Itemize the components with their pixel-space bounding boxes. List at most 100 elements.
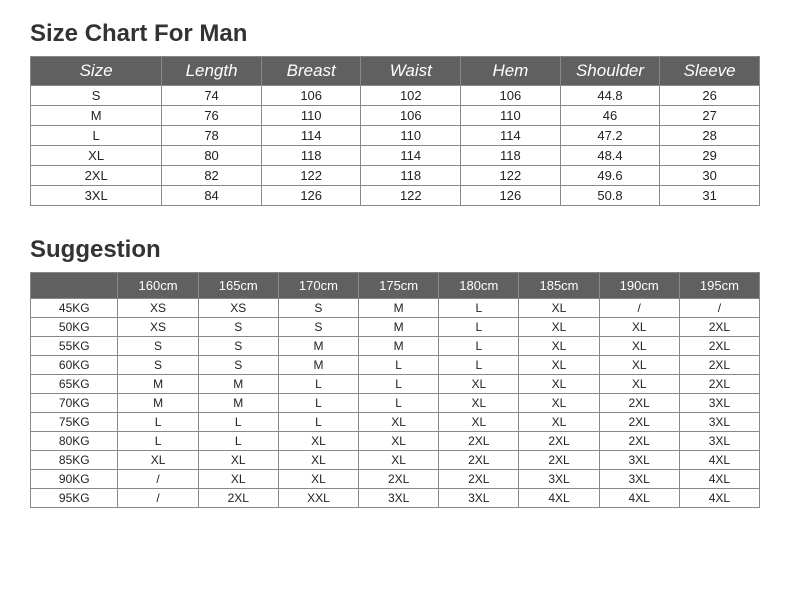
- col-header: 180cm: [439, 273, 519, 299]
- table-cell: 29: [660, 146, 760, 166]
- col-header: Sleeve: [660, 57, 760, 86]
- table-cell: XL: [519, 356, 599, 375]
- col-header: Length: [162, 57, 262, 86]
- table-cell: 2XL: [679, 318, 759, 337]
- table-cell: 3XL: [519, 470, 599, 489]
- table-cell: 3XL: [599, 470, 679, 489]
- table-cell: XL: [359, 413, 439, 432]
- table-row: 55KGSSMMLXLXL2XL: [31, 337, 760, 356]
- table-cell: 49.6: [560, 166, 660, 186]
- col-header: 165cm: [198, 273, 278, 299]
- table-cell: L: [118, 432, 198, 451]
- col-header: Shoulder: [560, 57, 660, 86]
- table-cell: L: [359, 375, 439, 394]
- table-cell: L: [198, 413, 278, 432]
- table-cell: 90KG: [31, 470, 118, 489]
- table-cell: M: [198, 394, 278, 413]
- table-cell: 50.8: [560, 186, 660, 206]
- table-cell: XL: [278, 470, 358, 489]
- table-cell: 55KG: [31, 337, 118, 356]
- table-cell: /: [599, 299, 679, 318]
- table-cell: 110: [261, 106, 361, 126]
- table-cell: M: [118, 375, 198, 394]
- table-cell: 3XL: [31, 186, 162, 206]
- table-cell: L: [31, 126, 162, 146]
- table-row: M761101061104627: [31, 106, 760, 126]
- table-cell: L: [359, 356, 439, 375]
- table-cell: XL: [359, 432, 439, 451]
- table-cell: 118: [261, 146, 361, 166]
- table-cell: 3XL: [439, 489, 519, 508]
- col-header: 170cm: [278, 273, 358, 299]
- table-cell: 45KG: [31, 299, 118, 318]
- table-cell: L: [278, 375, 358, 394]
- table-cell: 28: [660, 126, 760, 146]
- table-cell: 114: [261, 126, 361, 146]
- table-cell: 47.2: [560, 126, 660, 146]
- table-cell: 27: [660, 106, 760, 126]
- table-cell: 126: [461, 186, 561, 206]
- table-cell: 46: [560, 106, 660, 126]
- table-cell: 85KG: [31, 451, 118, 470]
- table-cell: XL: [599, 356, 679, 375]
- table-cell: XL: [519, 299, 599, 318]
- table-cell: 122: [261, 166, 361, 186]
- col-header: [31, 273, 118, 299]
- col-header: 195cm: [679, 273, 759, 299]
- table-cell: M: [359, 318, 439, 337]
- table-cell: 106: [461, 86, 561, 106]
- table-header-row: Size Length Breast Waist Hem Shoulder Sl…: [31, 57, 760, 86]
- table-cell: 4XL: [679, 470, 759, 489]
- table-cell: 80: [162, 146, 262, 166]
- table-cell: L: [278, 394, 358, 413]
- table-cell: XL: [439, 413, 519, 432]
- table-cell: 110: [461, 106, 561, 126]
- table-cell: 2XL: [519, 432, 599, 451]
- table-cell: 4XL: [679, 451, 759, 470]
- table-cell: 75KG: [31, 413, 118, 432]
- table-cell: 118: [461, 146, 561, 166]
- table-cell: 82: [162, 166, 262, 186]
- table-cell: 122: [361, 186, 461, 206]
- table-row: 3XL8412612212650.831: [31, 186, 760, 206]
- table-cell: L: [278, 413, 358, 432]
- table-cell: S: [118, 337, 198, 356]
- table-cell: L: [359, 394, 439, 413]
- table-cell: 4XL: [679, 489, 759, 508]
- table-cell: 122: [461, 166, 561, 186]
- col-header: Waist: [361, 57, 461, 86]
- table-cell: 2XL: [359, 470, 439, 489]
- table-cell: 60KG: [31, 356, 118, 375]
- table-header-row: 160cm 165cm 170cm 175cm 180cm 185cm 190c…: [31, 273, 760, 299]
- table-cell: /: [679, 299, 759, 318]
- table-cell: XS: [118, 318, 198, 337]
- table-cell: S: [198, 318, 278, 337]
- table-cell: 2XL: [31, 166, 162, 186]
- table-row: 75KGLLLXLXLXL2XL3XL: [31, 413, 760, 432]
- col-header: Breast: [261, 57, 361, 86]
- table-cell: 2XL: [679, 356, 759, 375]
- table-row: 65KGMMLLXLXLXL2XL: [31, 375, 760, 394]
- table-cell: 78: [162, 126, 262, 146]
- table-cell: 3XL: [679, 394, 759, 413]
- table-cell: 30: [660, 166, 760, 186]
- table-cell: XL: [519, 375, 599, 394]
- table-cell: XL: [519, 413, 599, 432]
- table-cell: 2XL: [439, 470, 519, 489]
- table-cell: 110: [361, 126, 461, 146]
- table-cell: 126: [261, 186, 361, 206]
- table-cell: 2XL: [679, 375, 759, 394]
- table-cell: S: [198, 356, 278, 375]
- suggestion-title: Suggestion: [30, 236, 760, 264]
- table-cell: XL: [599, 337, 679, 356]
- table-row: 45KGXSXSSMLXL//: [31, 299, 760, 318]
- table-row: 50KGXSSSMLXLXL2XL: [31, 318, 760, 337]
- table-cell: XL: [198, 451, 278, 470]
- table-cell: S: [118, 356, 198, 375]
- table-cell: 2XL: [599, 413, 679, 432]
- table-cell: 118: [361, 166, 461, 186]
- table-cell: XL: [198, 470, 278, 489]
- table-cell: S: [278, 318, 358, 337]
- table-cell: XL: [278, 432, 358, 451]
- table-cell: XL: [359, 451, 439, 470]
